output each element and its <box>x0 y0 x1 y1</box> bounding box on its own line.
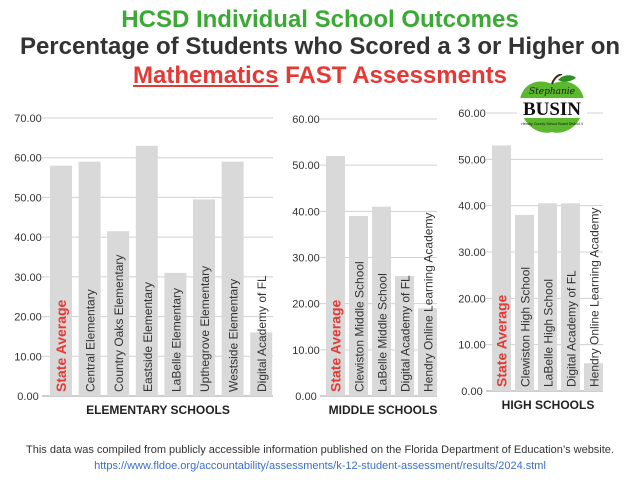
category-label: Hendry Online Learning Academy <box>422 213 436 392</box>
y-tick-label: 20.00 <box>292 299 320 311</box>
bar <box>78 161 101 396</box>
subject-mathematics: Mathematics <box>133 62 279 89</box>
y-tick-label: 60.00 <box>14 153 42 165</box>
category-label: Westside Elementary <box>227 279 241 392</box>
y-tick-label: 50.00 <box>458 154 486 166</box>
source-note: This data was compiled from publicly acc… <box>26 444 614 456</box>
bar <box>418 308 437 396</box>
bar <box>561 203 580 391</box>
chart-panel-2: 0.00 10.00 20.00 30.00 40.00 50.00 60.00 State … <box>292 114 437 417</box>
y-tick-label: 10.00 <box>458 340 486 352</box>
bar <box>515 214 534 391</box>
x-axis-label: MIDDLE SCHOOLS <box>329 403 438 417</box>
apple-logo: Stephanie BUSIN Hendry County School Boa… <box>517 74 587 133</box>
y-tick-label: 0.00 <box>295 391 316 403</box>
y-tick-label: 30.00 <box>14 272 42 284</box>
y-tick-label: 30.00 <box>292 253 320 265</box>
y-tick-label: 20.00 <box>458 293 486 305</box>
category-label: Country Oaks Elementary <box>112 255 126 392</box>
chart-panel-1: 0.00 10.00 20.00 30.00 40.00 50.00 60.00 70.00 S… <box>14 113 273 417</box>
category-label: Clewiston High School <box>519 267 533 387</box>
charts-svg: 0.00 10.00 20.00 30.00 40.00 50.00 60.00 70.00 S… <box>14 108 603 417</box>
bar <box>538 203 557 391</box>
x-axis-label: HIGH SCHOOLS <box>502 398 595 412</box>
bar <box>492 145 511 391</box>
y-tick-label: 60.00 <box>292 114 320 126</box>
y-tick-label: 50.00 <box>14 192 42 204</box>
category-label: Clewiston Middle School <box>353 261 367 392</box>
category-label: Central Elementary <box>84 289 98 392</box>
y-tick-label: 40.00 <box>458 201 486 213</box>
apple-stem <box>551 74 563 85</box>
logo-script: Stephanie <box>529 87 575 97</box>
category-label: Eastside Elementary <box>141 282 155 392</box>
category-label: Digital Academy of FL <box>399 275 413 392</box>
logo-band <box>517 98 587 118</box>
subheadline: Percentage of Students who Scored a 3 or… <box>19 33 621 60</box>
bar <box>395 275 414 396</box>
y-tick-label: 20.00 <box>14 312 42 324</box>
subject-line: Mathematics FAST Assessments <box>0 62 640 90</box>
y-tick-label: 40.00 <box>292 206 320 218</box>
chart-panel-3: 0.00 10.00 20.00 30.00 40.00 50.00 60.00 State … <box>458 108 603 412</box>
category-label: LaBelle Elementary <box>169 288 183 392</box>
bar <box>164 272 187 396</box>
bar <box>221 161 244 396</box>
category-label: Hendry Online Learning Academy <box>588 208 602 387</box>
bar <box>107 231 130 396</box>
logo-tagline: Hendry County School Board District 4 <box>521 122 583 126</box>
y-tick-label: 40.00 <box>14 232 42 244</box>
bar <box>250 332 273 396</box>
y-tick-label: 10.00 <box>14 351 42 363</box>
y-tick-label: 10.00 <box>292 345 320 357</box>
bar <box>584 363 603 391</box>
category-label: LaBelle High School <box>542 279 556 387</box>
category-label: State Average <box>328 299 344 392</box>
y-tick-label: 30.00 <box>458 247 486 259</box>
logo-name: BUSIN <box>523 99 581 120</box>
y-tick-label: 60.00 <box>458 108 486 120</box>
category-label: State Average <box>494 294 510 387</box>
category-label: State Average <box>53 299 69 392</box>
bar <box>349 215 368 396</box>
source-link[interactable]: https://www.fldoe.org/accountability/ass… <box>94 460 546 472</box>
y-tick-label: 70.00 <box>14 113 42 125</box>
bar <box>193 199 215 396</box>
y-tick-label: 0.00 <box>17 391 38 403</box>
category-label: Digital Academy of FL <box>255 275 269 392</box>
y-tick-label: 50.00 <box>292 160 320 172</box>
x-axis-label: ELEMENTARY SCHOOLS <box>86 403 230 417</box>
category-label: Digital Academy of FL <box>565 270 579 387</box>
bar <box>50 165 72 396</box>
subject-rest: FAST Assessments <box>285 62 507 89</box>
apple-leaf <box>558 75 576 82</box>
category-label: LaBelle Middle School <box>376 273 390 392</box>
y-tick-label: 0.00 <box>461 386 482 398</box>
category-label: Upthegrove Elementary <box>198 266 212 392</box>
bar <box>372 206 391 396</box>
bar <box>135 145 158 396</box>
headline: HCSD Individual School Outcomes <box>121 6 519 33</box>
bar <box>326 155 345 396</box>
